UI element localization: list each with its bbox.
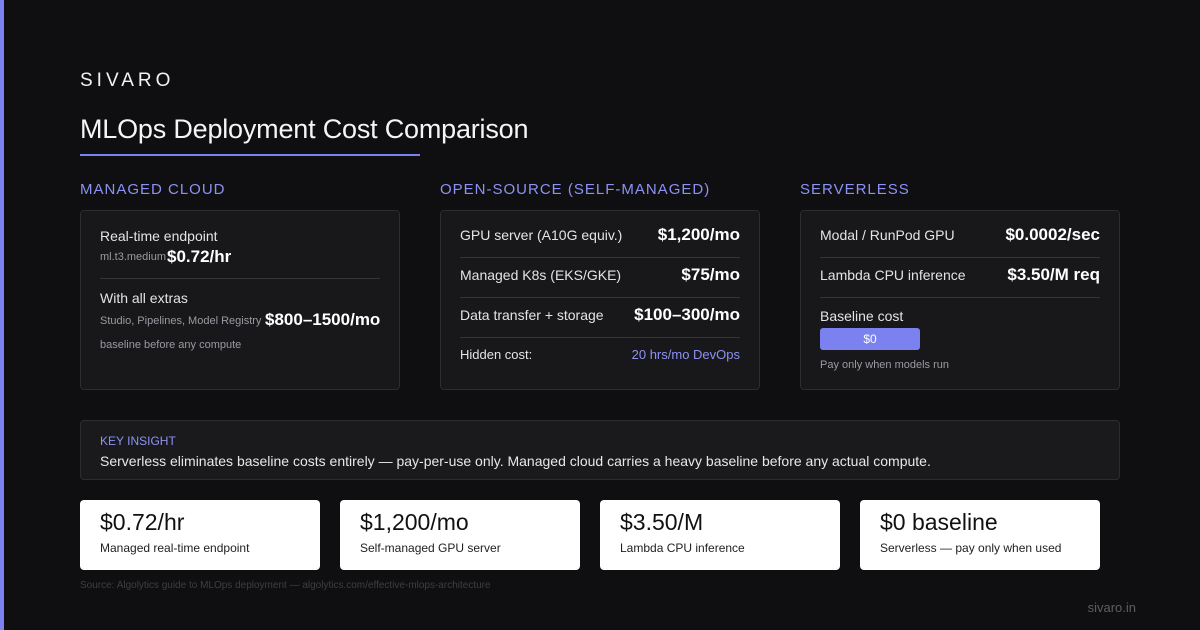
baseline-cost-label: Baseline cost bbox=[820, 308, 904, 324]
title-underline bbox=[80, 154, 420, 156]
stat-label: Serverless — pay only when used bbox=[880, 541, 1062, 555]
card-divider bbox=[820, 257, 1100, 258]
card-divider bbox=[100, 278, 380, 279]
realtime-endpoint-label: Real-time endpoint bbox=[100, 228, 218, 244]
managed-cloud-heading: MANAGED CLOUD bbox=[80, 181, 226, 198]
cost-row-label: Lambda CPU inference bbox=[820, 267, 966, 283]
managed-cloud-card: Real-time endpoint ml.t3.medium $0.72/hr… bbox=[80, 210, 400, 390]
source-citation: Source: Algolytics guide to MLOps deploy… bbox=[80, 580, 491, 591]
card-divider bbox=[460, 257, 740, 258]
cost-row-label: Managed K8s (EKS/GKE) bbox=[460, 267, 622, 283]
baseline-cost-note: Pay only when models run bbox=[820, 359, 950, 371]
footer-url: sivaro.in bbox=[1087, 600, 1136, 615]
cost-row-data-transfer: Data transfer + storage $100–300/mo bbox=[460, 305, 740, 325]
stat-value: $0.72/hr bbox=[100, 509, 185, 535]
card-divider bbox=[820, 297, 1100, 298]
all-extras-label: With all extras bbox=[100, 290, 188, 306]
cost-row-value: $75/mo bbox=[681, 265, 740, 284]
cost-row-hidden: Hidden cost: 20 hrs/mo DevOps bbox=[460, 347, 740, 362]
stat-value: $3.50/M bbox=[620, 509, 704, 535]
stat-value: $0 baseline bbox=[880, 509, 998, 535]
realtime-endpoint-price: $0.72/hr bbox=[167, 247, 232, 266]
serverless-card: Modal / RunPod GPU $0.0002/sec Lambda CP… bbox=[800, 210, 1120, 390]
stat-card: $3.50/M Lambda CPU inference bbox=[600, 500, 840, 570]
key-insight-label: KEY INSIGHT bbox=[100, 434, 176, 448]
cost-row-lambda: Lambda CPU inference $3.50/M req bbox=[820, 265, 1100, 285]
cost-row-value: $3.50/M req bbox=[1007, 265, 1100, 284]
serverless-heading: SERVERLESS bbox=[800, 181, 910, 198]
cost-row-label: Modal / RunPod GPU bbox=[820, 227, 955, 243]
stat-card: $0 baseline Serverless — pay only when u… bbox=[860, 500, 1100, 570]
card-divider bbox=[460, 297, 740, 298]
card-divider bbox=[460, 337, 740, 338]
stat-label: Lambda CPU inference bbox=[620, 541, 745, 555]
open-source-card: GPU server (A10G equiv.) $1,200/mo Manag… bbox=[440, 210, 760, 390]
cost-row-modal-runpod: Modal / RunPod GPU $0.0002/sec bbox=[820, 225, 1100, 245]
realtime-endpoint-instance: ml.t3.medium bbox=[100, 251, 167, 263]
all-extras-services: Studio, Pipelines, Model Registry bbox=[100, 315, 262, 327]
stat-card: $0.72/hr Managed real-time endpoint bbox=[80, 500, 320, 570]
cost-row-managed-k8s: Managed K8s (EKS/GKE) $75/mo bbox=[460, 265, 740, 285]
baseline-note: baseline before any compute bbox=[100, 339, 242, 351]
cost-row-value: $100–300/mo bbox=[634, 305, 740, 324]
brand-logo: SIVARO bbox=[80, 70, 175, 91]
stat-label: Self-managed GPU server bbox=[360, 541, 501, 555]
page-title: MLOps Deployment Cost Comparison bbox=[80, 114, 529, 144]
all-extras-price: $800–1500/mo bbox=[265, 310, 381, 329]
hidden-cost-value: 20 hrs/mo DevOps bbox=[631, 347, 740, 362]
stat-label: Managed real-time endpoint bbox=[100, 541, 250, 555]
baseline-cost-badge: $0 bbox=[820, 328, 920, 350]
key-insight-box: KEY INSIGHT Serverless eliminates baseli… bbox=[80, 420, 1120, 480]
cost-row-label: Data transfer + storage bbox=[460, 307, 604, 323]
cost-row-gpu-server: GPU server (A10G equiv.) $1,200/mo bbox=[460, 225, 740, 245]
key-insight-text: Serverless eliminates baseline costs ent… bbox=[100, 453, 931, 469]
stat-card: $1,200/mo Self-managed GPU server bbox=[340, 500, 580, 570]
cost-row-label: GPU server (A10G equiv.) bbox=[460, 227, 623, 243]
open-source-heading: OPEN-SOURCE (SELF-MANAGED) bbox=[440, 181, 711, 198]
cost-row-value: $1,200/mo bbox=[657, 225, 740, 244]
hidden-cost-label: Hidden cost: bbox=[460, 347, 533, 362]
accent-bar bbox=[0, 0, 4, 630]
stat-value: $1,200/mo bbox=[360, 509, 469, 535]
cost-row-value: $0.0002/sec bbox=[1005, 225, 1100, 244]
